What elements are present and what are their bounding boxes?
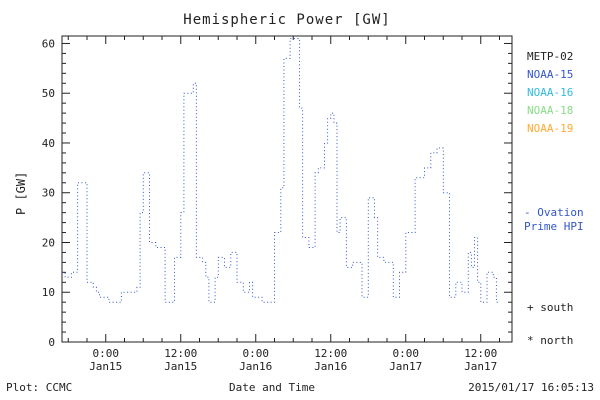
svg-text:0:00: 0:00 (393, 347, 420, 360)
satellite-legend: METP-02 NOAA-15 NOAA-16 NOAA-18 NOAA-19 (527, 48, 573, 138)
legend-item-noaa-18: NOAA-18 (527, 104, 574, 117)
svg-text:Jan15: Jan15 (89, 360, 122, 373)
svg-text:12:00: 12:00 (464, 347, 497, 360)
timestamp-label: 2015/01/17 16:05:13 (468, 381, 594, 394)
legend-item-noaa-16: NOAA-16 (527, 86, 574, 99)
svg-text:12:00: 12:00 (314, 347, 347, 360)
legend-item-metp-02: METP-02 (527, 50, 574, 63)
svg-text:12:00: 12:00 (164, 347, 197, 360)
svg-text:10: 10 (42, 286, 55, 299)
svg-text:30: 30 (42, 187, 55, 200)
x-axis-label: Date and Time (228, 381, 316, 394)
svg-text:40: 40 (42, 137, 55, 150)
svg-text:Jan17: Jan17 (389, 360, 422, 373)
plot-source-label: Plot: CCMC (6, 381, 73, 394)
svg-text:0:00: 0:00 (243, 347, 270, 360)
hpi-data-line (62, 38, 500, 303)
svg-text:20: 20 (42, 236, 55, 249)
chart-title: Hemispheric Power [GW] (183, 12, 391, 28)
svg-text:Jan16: Jan16 (314, 360, 347, 373)
ovation-note-line2: Prime HPI (524, 220, 584, 233)
svg-text:0: 0 (48, 336, 55, 349)
svg-text:0:00: 0:00 (93, 347, 120, 360)
marker-south: + south (527, 301, 574, 314)
svg-text:60: 60 (42, 37, 55, 50)
legend-item-noaa-15: NOAA-15 (527, 68, 574, 81)
svg-text:50: 50 (42, 87, 55, 100)
ovation-prime-note: - Ovation Prime HPI (524, 206, 584, 234)
marker-north: * north (527, 334, 574, 347)
legend-item-noaa-19: NOAA-19 (527, 122, 574, 135)
svg-text:Jan17: Jan17 (464, 360, 497, 373)
svg-text:Jan15: Jan15 (164, 360, 197, 373)
y-axis-label: P [GW] (14, 171, 28, 215)
svg-text:Jan16: Jan16 (239, 360, 272, 373)
ovation-note-line1: - Ovation (524, 206, 584, 219)
